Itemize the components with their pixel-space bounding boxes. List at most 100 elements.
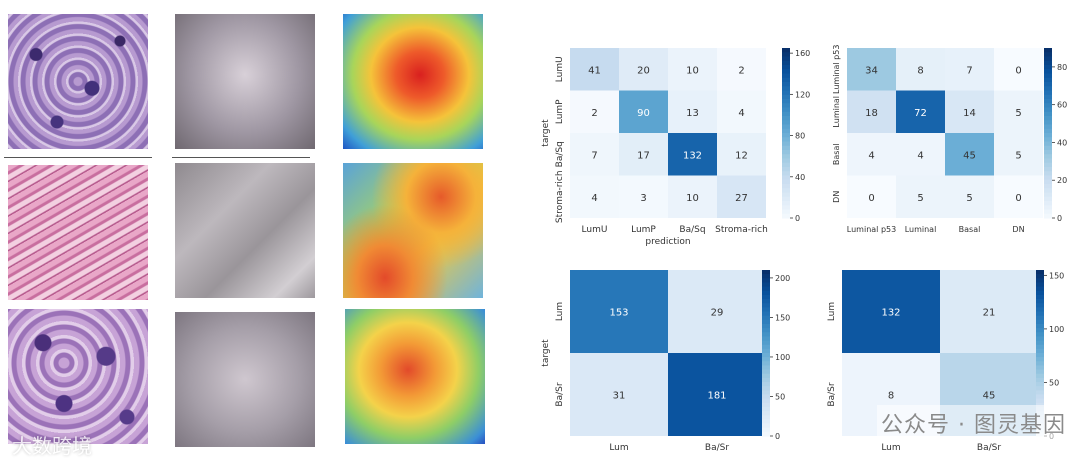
cm3-colorbar-seg-27 [762,382,770,387]
cm3-colorbar-seg-8 [762,303,770,308]
cm2-cell-r1-c1 [896,90,945,133]
cm1-colorbar-seg-12 [782,99,790,104]
cm4-colorbar-seg-7 [1036,299,1044,304]
cm2-value-r0-c1: 8 [917,65,923,76]
cm1-colorbar-ticklabel-2: 80 [795,132,805,141]
cm1-colorbar-seg-31 [782,179,790,185]
cm1-colorbar-seg-28 [782,167,790,172]
cm4-cell-r0-c1 [940,270,1038,353]
cm2-value-r3-c3: 0 [1015,193,1021,204]
cm3-colorbar-seg-11 [762,315,770,321]
cm1-cell-r0-c0 [570,48,619,91]
cm3-xtick-1: Ba/Sr [705,443,729,453]
cm3-colorbar-seg-36 [762,419,770,425]
cm4-colorbar-seg-11 [1036,315,1044,321]
cm2-value-r2-c3: 5 [1015,150,1021,161]
cm3-xtick-0: Lum [609,443,628,453]
cm3-colorbar-seg-17 [762,340,770,346]
cm2-colorbar-seg-6 [1044,73,1052,79]
cm1-cell-r3-c1 [619,175,668,218]
cm1-xlabel: prediction [645,237,690,247]
cm1-colorbar-seg-20 [782,133,790,138]
cm1-colorbar-seg-23 [782,145,790,151]
cm4-colorbar-seg-15 [1036,332,1044,337]
cm2-colorbar-seg-0 [1044,48,1052,53]
cm3-colorbar-seg-9 [762,307,770,313]
cm2-cell-r1-c2 [945,90,994,133]
cm3-colorbar-seg-5 [762,290,770,296]
cm2-colorbar-seg-20 [1044,133,1052,138]
cm2-cell-r2-c3 [994,133,1043,176]
cm3-colorbar-seg-2 [762,278,770,284]
cm1-cell-r3-c3 [717,175,766,218]
cm4-colorbar-seg-18 [1036,344,1044,350]
cm2-cell-r3-c2 [945,175,994,218]
cm3-colorbar-seg-33 [762,406,770,412]
cm2-colorbar-seg-3 [1044,60,1052,66]
cm3-colorbar-seg-18 [762,344,770,350]
cm1-colorbar-seg-6 [782,73,790,79]
cm1-colorbar-ticklabel-0: 0 [795,214,800,223]
cm2-ytick-3: DN [832,191,841,203]
watermark-left: 大数跨境 [12,434,92,458]
confusion-matrices-panel: 41 20 10 2 2 90 13 4 7 17 132 12 4 3 10 27 LumU LumP Ba/Sq… [540,0,1080,467]
cm1-colorbar-seg-4 [782,65,790,70]
cm1-colorbar-seg-25 [782,154,790,160]
cm1-value-r1-c2: 13 [686,108,699,119]
cm1-colorbar-ticklabel-4: 160 [795,49,810,58]
cm1-value-r0-c3: 2 [738,65,744,76]
cm1-ytick-3: Stroma-rich [555,170,565,223]
cm1-cell-r0-c2 [668,48,717,91]
cm1-colorbar-seg-15 [782,111,790,117]
cm1-colorbar-seg-7 [782,77,790,83]
cm2-colorbar-seg-7 [1044,77,1052,83]
cm2-colorbar-seg-39 [1044,213,1052,219]
cm3-colorbar-seg-29 [762,390,770,396]
cm4-colorbar-ticklabel-1: 50 [1049,378,1059,387]
cm1-colorbar-seg-32 [782,184,790,189]
tile-he-row2 [8,165,148,300]
cm4-colorbar-seg-5 [1036,290,1044,296]
cm2-cell-r1-c3 [994,90,1043,133]
cm1-value-r3-c1: 3 [640,193,646,204]
cm4-value-r1-c1: 45 [983,391,996,402]
cm1-colorbar-seg-24 [782,150,790,155]
cm3-cell-r1-c1 [668,353,766,436]
cm1-colorbar-seg-39 [782,213,790,219]
cm2-colorbar-seg-1 [1044,52,1052,58]
cm3-value-r1-c1: 181 [707,391,726,402]
cm4-colorbar-seg-19 [1036,348,1044,354]
cm1-colorbar-seg-13 [782,103,790,109]
cm2-value-r3-c1: 5 [917,193,923,204]
cm3-colorbar-seg-0 [762,270,770,275]
cm2-colorbar-seg-28 [1044,167,1052,172]
cm1-xtick-2: Ba/Sq [679,225,705,235]
cm1-colorbar-seg-33 [782,188,790,194]
cm4-cell-r0-c0 [842,270,940,353]
cm1-colorbar-seg-38 [782,209,790,215]
cm2-xtick-3: DN [1012,225,1024,234]
cm2-colorbar-seg-14 [1044,107,1052,113]
cm4-value-r0-c0: 132 [881,308,900,319]
cm4-colorbar-seg-13 [1036,323,1044,329]
cm2-colorbar-seg-15 [1044,111,1052,117]
watermark-right: 公众号 · 图灵基因 [877,405,1070,441]
cm2-cell-r2-c2 [945,133,994,176]
row-divider-1 [4,157,152,158]
cm1-xtick-0: LumU [582,225,608,235]
cm2-colorbar-seg-18 [1044,124,1052,130]
cm2-cell-r0-c2 [945,48,994,91]
cm2-colorbar-ticklabel-1: 20 [1057,176,1067,185]
cm3-colorbar-seg-4 [762,286,770,292]
cm4-value-r0-c1: 21 [983,308,996,319]
cm3-colorbar-seg-23 [762,365,770,371]
cm3-colorbar-seg-35 [762,415,770,420]
cm3-ytick-0: Lum [555,302,565,321]
cm1-cell-r2-c3 [717,133,766,176]
cm2-colorbar-seg-29 [1044,171,1052,177]
row-divider-2 [172,157,310,158]
cm3-value-r0-c0: 153 [609,308,628,319]
cm3-ylabel: target [541,339,551,367]
cm3-colorbar-seg-12 [762,319,770,325]
cm2-colorbar-seg-2 [1044,56,1052,62]
